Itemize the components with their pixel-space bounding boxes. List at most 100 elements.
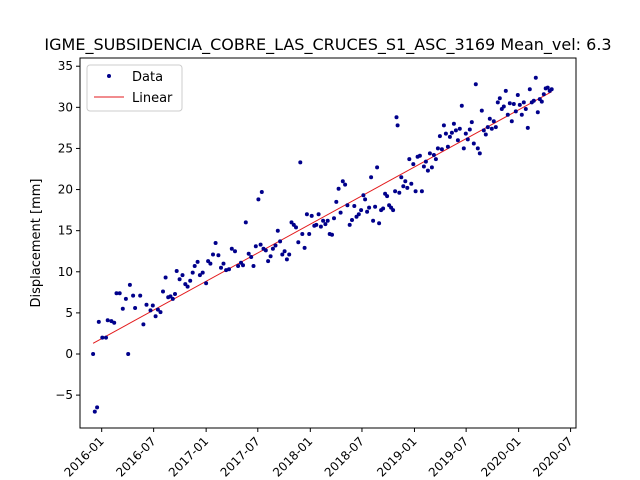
data-point (439, 147, 444, 152)
data-point (352, 204, 357, 208)
linear-fit-line (92, 91, 552, 344)
data-point (347, 222, 352, 227)
y-tick-label: 25 (58, 141, 73, 155)
data-point (471, 141, 476, 146)
x-tick-label: 2018-01 (270, 434, 315, 479)
data-point (495, 100, 500, 105)
data-point (403, 179, 408, 184)
data-point (521, 100, 526, 105)
data-point (314, 222, 319, 227)
data-point (330, 232, 334, 237)
data-point (493, 125, 498, 130)
data-point (509, 119, 514, 124)
data-point (192, 264, 197, 268)
data-point (501, 104, 506, 109)
data-point (150, 303, 155, 308)
data-point (481, 128, 486, 133)
data-point (298, 160, 303, 165)
data-point (505, 112, 510, 117)
data-point (144, 302, 149, 307)
x-tick-label: 2016-07 (113, 434, 158, 479)
data-point (177, 277, 182, 282)
data-point (527, 87, 532, 92)
data-point (447, 134, 452, 139)
y-axis-label: Displacement [mm] (29, 179, 44, 308)
data-point (373, 204, 378, 209)
data-point (525, 125, 530, 130)
plot-area (80, 58, 576, 428)
x-tick-label: 2020-07 (530, 434, 575, 479)
data-point (485, 125, 490, 130)
data-point (356, 212, 361, 217)
data-point (275, 228, 280, 233)
x-tick-label: 2016-01 (61, 434, 106, 479)
data-point (266, 259, 271, 264)
data-point (375, 165, 380, 170)
data-point (155, 307, 160, 312)
data-point (411, 162, 416, 167)
data-point (340, 179, 345, 184)
x-tick-label: 2019-01 (374, 434, 419, 479)
data-point (533, 75, 538, 80)
data-point (241, 263, 245, 268)
data-point (479, 108, 484, 113)
data-point (453, 128, 458, 133)
data-point (270, 246, 275, 251)
data-point (459, 103, 464, 108)
data-point (278, 239, 283, 244)
data-point (163, 275, 168, 280)
data-point (539, 99, 544, 104)
data-point (216, 253, 221, 258)
data-point (304, 212, 309, 217)
data-point (365, 209, 370, 214)
data-point (208, 261, 213, 266)
data-point (545, 85, 550, 90)
data-point (302, 245, 307, 250)
data-point (405, 185, 410, 190)
data-point (287, 252, 292, 257)
data-point (457, 126, 462, 131)
data-point (359, 208, 364, 213)
data-point (174, 269, 179, 273)
data-point (197, 273, 202, 278)
x-tick-label: 2020-01 (478, 434, 523, 479)
data-point (391, 208, 396, 213)
data-point (296, 240, 301, 245)
legend-label-linear: Linear (132, 91, 173, 106)
data-point (397, 190, 402, 195)
data-point (309, 213, 314, 218)
data-point (345, 203, 350, 208)
y-tick-label: 20 (58, 183, 73, 197)
data-point (419, 189, 424, 194)
data-point (511, 102, 516, 106)
data-point (369, 175, 374, 180)
data-point (246, 251, 251, 256)
data-point (455, 138, 460, 143)
y-tick-label: 35 (58, 59, 73, 73)
data-point (258, 242, 263, 247)
data-point (227, 267, 231, 272)
data-point (112, 320, 117, 325)
data-point (92, 409, 97, 414)
data-point (253, 244, 258, 249)
legend-label-data: Data (132, 70, 163, 85)
y-tick-label: 30 (58, 100, 73, 114)
data-point (233, 249, 237, 254)
data-point (91, 352, 96, 356)
data-point (188, 278, 193, 283)
data-point (437, 134, 442, 139)
x-tick-label: 2019-07 (426, 434, 471, 479)
data-point (445, 144, 450, 149)
data-point (100, 335, 105, 340)
data-point (473, 82, 478, 87)
legend-data-marker (107, 74, 111, 78)
data-point (441, 123, 446, 128)
data-point (213, 241, 218, 245)
data-point (211, 252, 215, 257)
data-point (393, 189, 398, 194)
data-point (114, 291, 119, 296)
data-point (395, 123, 400, 128)
y-tick-label: −5 (55, 388, 73, 402)
data-point (361, 193, 366, 198)
